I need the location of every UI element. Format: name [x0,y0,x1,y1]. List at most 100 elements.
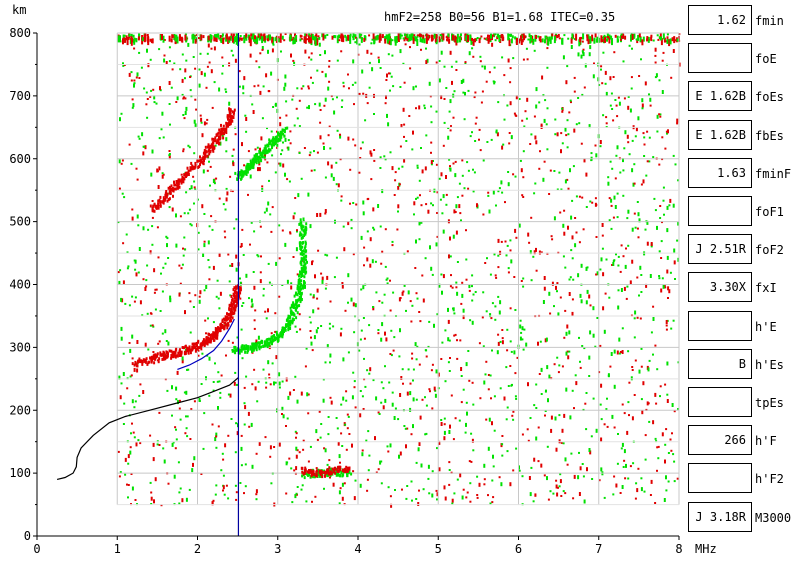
noise-dot [487,37,490,44]
noise-dot [569,99,572,102]
noise-dot [645,283,648,288]
noise-dot [289,231,292,234]
trace-point [300,251,303,255]
trace-point [295,316,298,320]
param-value-box: J 2.51R [688,234,752,265]
noise-dot [551,238,554,241]
noise-dot [184,248,187,251]
noise-dot [468,289,471,292]
trace-point [282,132,284,136]
noise-dot [279,33,282,40]
noise-dot [193,400,196,403]
noise-dot [525,117,528,120]
noise-dot [492,496,495,499]
noise-dot [261,185,264,188]
noise-dot [363,337,366,340]
noise-dot [398,297,401,302]
noise-dot [639,265,642,270]
noise-dot [372,306,374,308]
noise-dot [445,193,448,196]
noise-dot [329,476,331,479]
trace-point [299,272,302,275]
noise-dot [623,412,626,415]
noise-dot [643,143,646,146]
noise-dot [145,91,148,94]
noise-dot [185,415,187,418]
noise-dot [616,145,619,150]
noise-dot [205,376,207,381]
noise-dot [320,325,323,327]
param-name: foF2 [755,243,784,258]
trace-point [151,358,154,362]
noise-dot [118,475,121,478]
trace-point [266,340,269,344]
noise-dot [199,290,202,295]
noise-dot [172,441,175,444]
noise-dot [579,366,582,369]
noise-dot [646,160,649,163]
noise-dot [456,478,459,481]
noise-dot [133,38,136,45]
noise-dot [398,183,401,186]
noise-dot [149,38,152,42]
noise-dot [191,468,194,473]
noise-dot [295,330,298,333]
trace-point [226,114,229,118]
noise-dot [285,425,287,427]
noise-dot [375,396,378,401]
noise-dot [497,341,500,346]
noise-dot [574,243,577,248]
noise-dot [631,366,634,368]
noise-dot [257,335,260,340]
noise-dot [435,369,438,374]
trace-point [263,344,266,348]
noise-dot [558,37,561,40]
noise-dot [443,485,446,490]
noise-dot [270,230,273,233]
trace-point [303,275,306,279]
noise-dot [460,219,462,222]
series-line [56,377,239,480]
noise-dot [450,65,453,68]
noise-dot [602,272,605,277]
noise-dot [509,340,512,343]
noise-dot [454,173,457,178]
noise-dot [468,51,471,56]
noise-dot [382,405,385,410]
trace-point [167,198,170,202]
noise-dot [194,123,197,128]
noise-dot [185,497,188,502]
param-name: h'E [755,319,777,334]
noise-dot [633,163,636,166]
noise-dot [479,397,482,400]
noise-dot [354,479,357,482]
noise-dot [232,33,235,37]
noise-dot [217,371,220,374]
noise-dot [296,229,298,232]
noise-dot [256,36,259,39]
noise-dot [380,337,383,342]
noise-dot [180,267,183,270]
trace-point [247,163,250,166]
noise-dot [515,236,518,239]
noise-dot [628,44,631,47]
noise-dot [399,451,402,456]
noise-dot [562,490,565,493]
noise-dot [335,183,338,186]
trace-point [183,173,186,177]
noise-dot [489,40,492,43]
trace-point [158,357,161,361]
trace-point [299,270,301,274]
trace-point [174,354,177,358]
noise-dot [538,373,541,375]
noise-dot [568,350,571,353]
trace-point [263,147,266,151]
noise-dot [573,76,576,79]
trace-point [253,160,255,164]
trace-point [178,178,180,182]
noise-dot [128,304,131,307]
trace-point [166,354,169,358]
trace-point [177,184,180,188]
noise-dot [506,244,509,247]
noise-dot [550,377,553,380]
